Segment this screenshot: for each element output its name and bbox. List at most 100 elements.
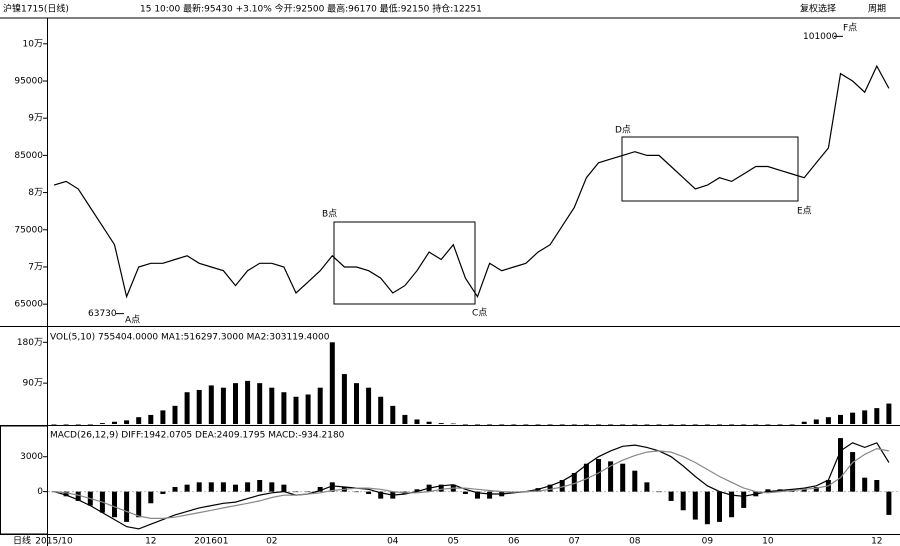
y-tick-label: 10万 [23, 39, 43, 49]
bar [801, 489, 807, 492]
bar [523, 424, 529, 425]
bar [233, 484, 238, 492]
y-tick-label: 9万 [28, 114, 43, 124]
bar [245, 482, 251, 492]
x-tick-label: 04 [387, 537, 399, 546]
bar [717, 424, 722, 425]
bar [172, 486, 178, 492]
bar [874, 480, 880, 492]
side-box [0, 425, 48, 535]
bar [765, 489, 771, 492]
bar [172, 405, 178, 424]
bar [220, 482, 226, 492]
bar [753, 424, 759, 425]
bar [124, 420, 130, 424]
price-line [53, 64, 890, 299]
x-tick-label: 05 [448, 537, 459, 546]
bar [571, 424, 577, 425]
bar [813, 486, 819, 492]
bar [632, 424, 638, 425]
bar [559, 424, 565, 425]
bar [692, 424, 698, 425]
bar [717, 491, 722, 522]
bar [87, 424, 93, 425]
bar [184, 392, 190, 424]
bar [487, 491, 493, 499]
bar [136, 491, 142, 518]
bar [608, 461, 614, 492]
bar [886, 491, 892, 515]
bar [765, 424, 771, 425]
bar [196, 482, 202, 492]
bar [305, 394, 311, 424]
annotation: F点 [843, 23, 857, 34]
bar [620, 424, 626, 425]
bar [850, 452, 856, 492]
bar [354, 383, 359, 424]
bar [63, 424, 69, 425]
y-tick-label: 3000 [20, 452, 43, 462]
quote: 15 10:00 最新:95430 +3.10% 今开:92500 最高:961… [140, 3, 482, 15]
bar [680, 424, 686, 425]
bar [644, 482, 650, 492]
bar [426, 421, 432, 424]
bar [499, 424, 505, 425]
bar [75, 424, 81, 425]
bar [112, 491, 117, 518]
x-tick-label: 10 [762, 537, 774, 546]
range-box [333, 221, 476, 305]
bar [305, 491, 311, 493]
bar [583, 424, 589, 425]
bar [148, 491, 154, 504]
menu-item[interactable]: 复权选择 [800, 3, 836, 15]
bar [99, 423, 105, 424]
bar [317, 387, 323, 424]
period-label: 日线 [13, 535, 31, 546]
bar [571, 473, 577, 492]
y-tick-label: 85000 [14, 151, 43, 161]
y-tick-label: 95000 [14, 77, 43, 87]
bar [608, 424, 614, 425]
range-box [621, 136, 799, 202]
bar [729, 424, 735, 425]
bar [366, 491, 372, 494]
bar [704, 424, 710, 425]
bar [329, 342, 335, 424]
bar [136, 417, 142, 424]
panel-header: VOL(5,10) 755404.0000 MA1:516297.3000 MA… [50, 333, 330, 343]
bar [620, 463, 626, 492]
bar [51, 424, 57, 425]
bar [160, 491, 166, 494]
annotation: B点 [322, 209, 337, 220]
bar [75, 491, 81, 501]
bar [317, 486, 323, 492]
y-tick-label: 65000 [14, 300, 43, 310]
bar [208, 482, 214, 492]
bar [148, 414, 154, 424]
bar [293, 396, 299, 424]
bar [269, 387, 275, 424]
bar [535, 424, 541, 425]
x-tick-label: 201601 [194, 537, 228, 546]
bar [450, 423, 456, 425]
bar [233, 383, 238, 424]
bar [462, 491, 468, 494]
bar [487, 424, 493, 425]
annotation: C点 [472, 308, 487, 319]
bar [124, 491, 130, 522]
bar [402, 414, 408, 424]
bar [438, 423, 444, 424]
menu-item[interactable]: 周期 [868, 4, 886, 15]
bar [850, 412, 856, 424]
y-tick-label: 90万 [23, 379, 43, 389]
y-tick-label: 7万 [28, 262, 43, 272]
bar [293, 491, 299, 493]
bar [668, 424, 674, 425]
bar [390, 405, 396, 424]
bar [801, 421, 807, 424]
bar [281, 484, 287, 492]
bar [825, 417, 831, 424]
bar [644, 424, 650, 425]
x-tick-label: 08 [629, 537, 641, 546]
